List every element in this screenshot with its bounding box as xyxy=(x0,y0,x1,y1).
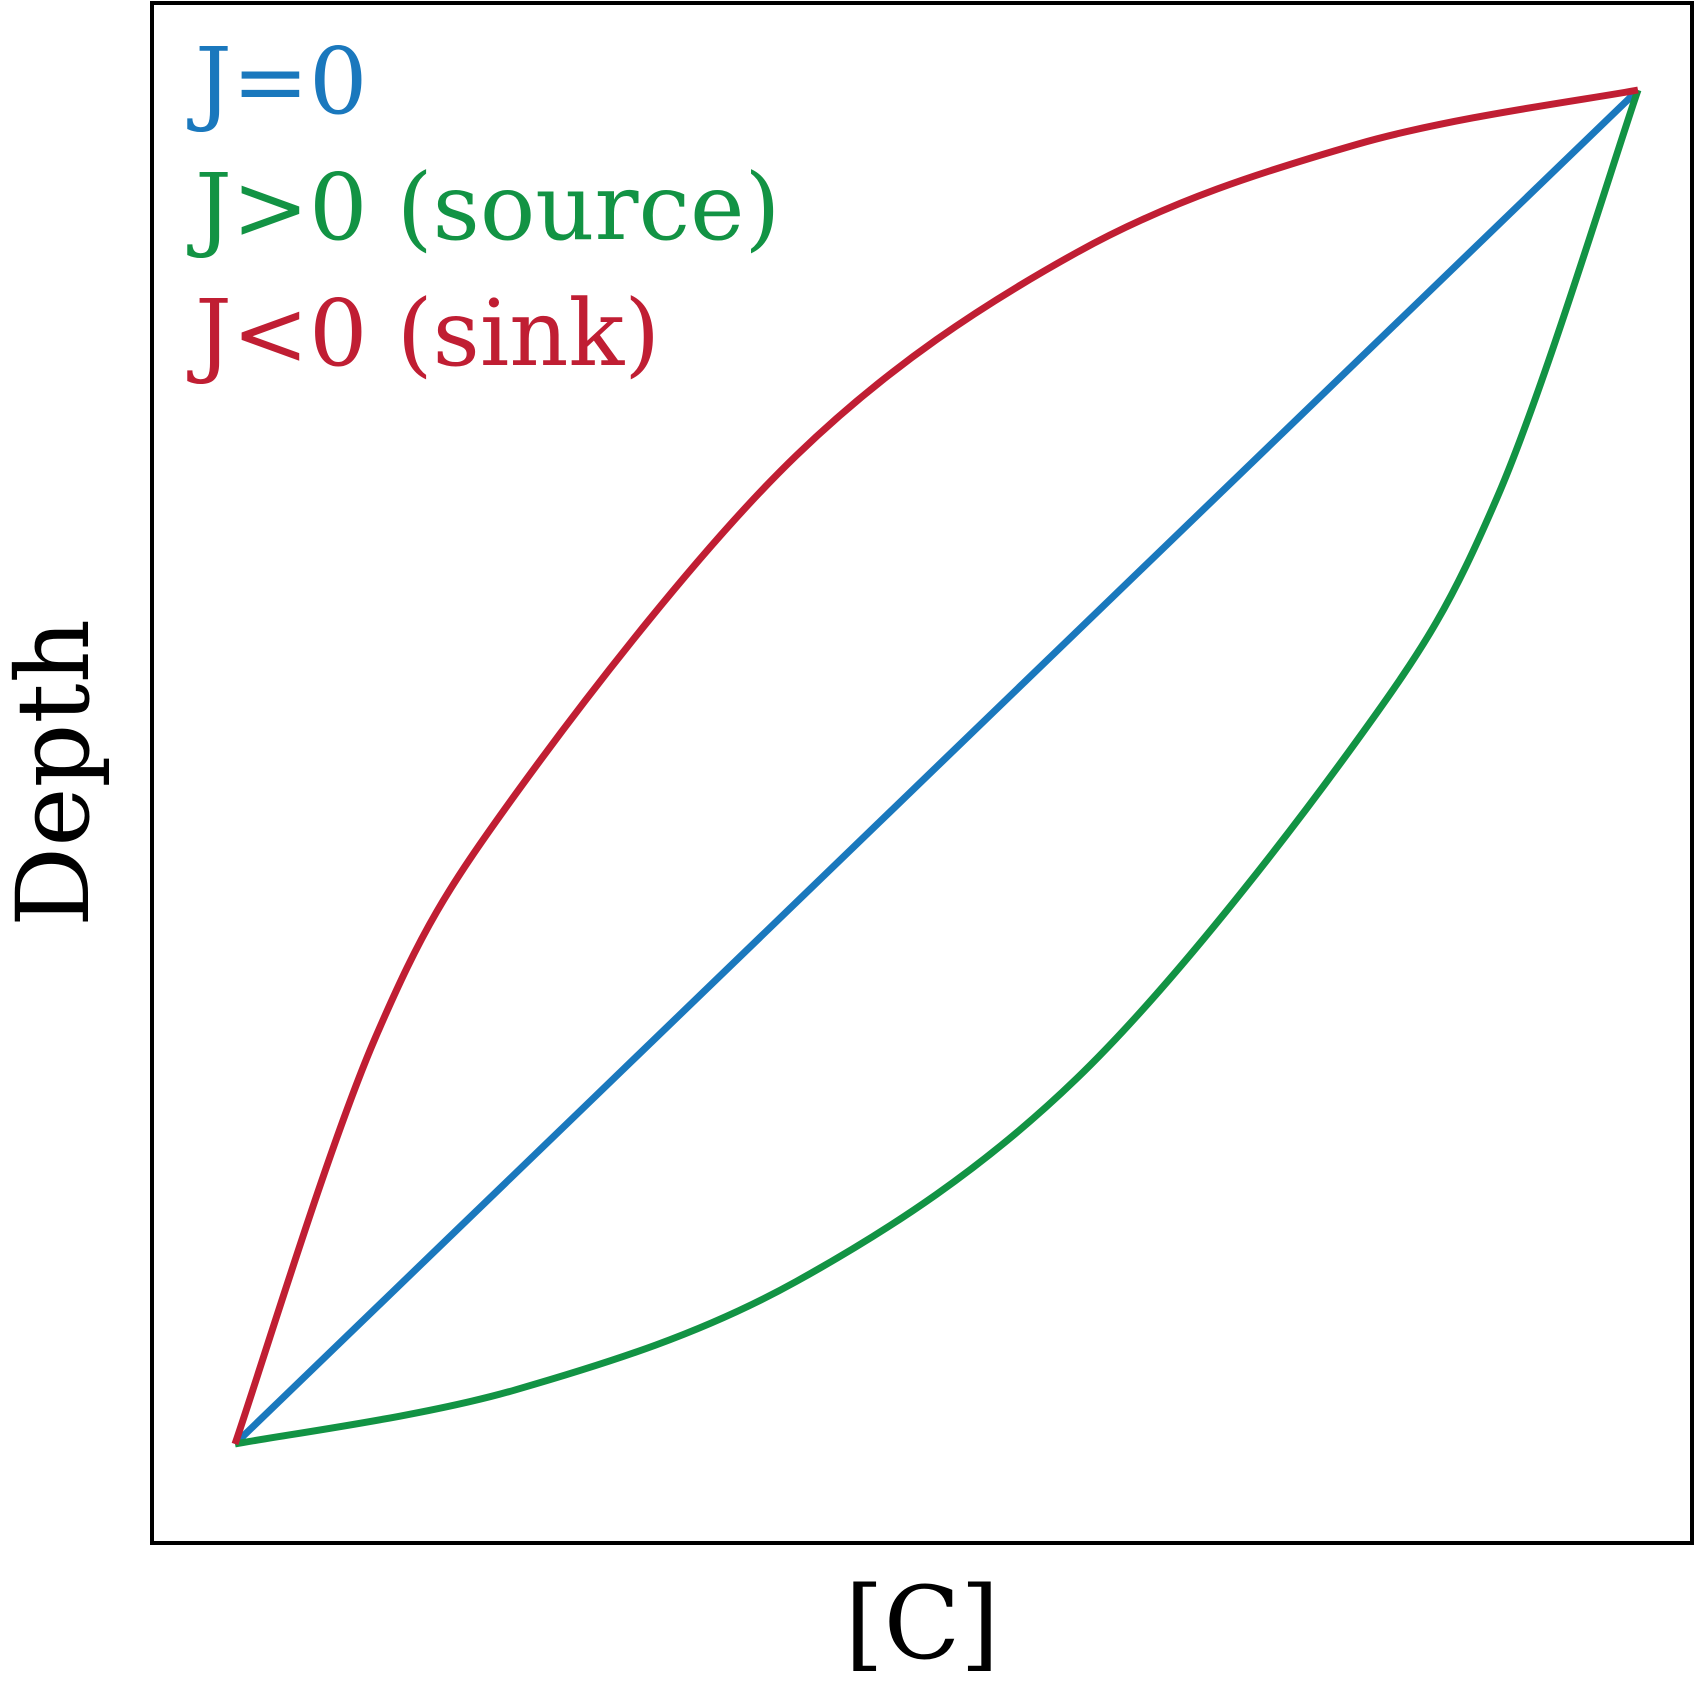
series-layer xyxy=(231,86,1642,1448)
legend-entry-j-0-source: J>0 (source) xyxy=(187,154,780,261)
legend: J=0 J>0 (source) J<0 (sink) xyxy=(187,28,780,387)
legend-entry-j-0: J=0 xyxy=(187,28,368,135)
y-axis-label: Depth xyxy=(0,619,112,927)
plot-frame xyxy=(150,1,1694,1545)
x-axis-label: [C] xyxy=(845,1565,1000,1682)
series-line-j-0 xyxy=(232,87,1641,1447)
legend-entry-j-0-sink: J<0 (sink) xyxy=(187,280,660,387)
series-line-j-0-source xyxy=(234,88,1642,1448)
series-line-j-0-sink xyxy=(231,86,1639,1446)
